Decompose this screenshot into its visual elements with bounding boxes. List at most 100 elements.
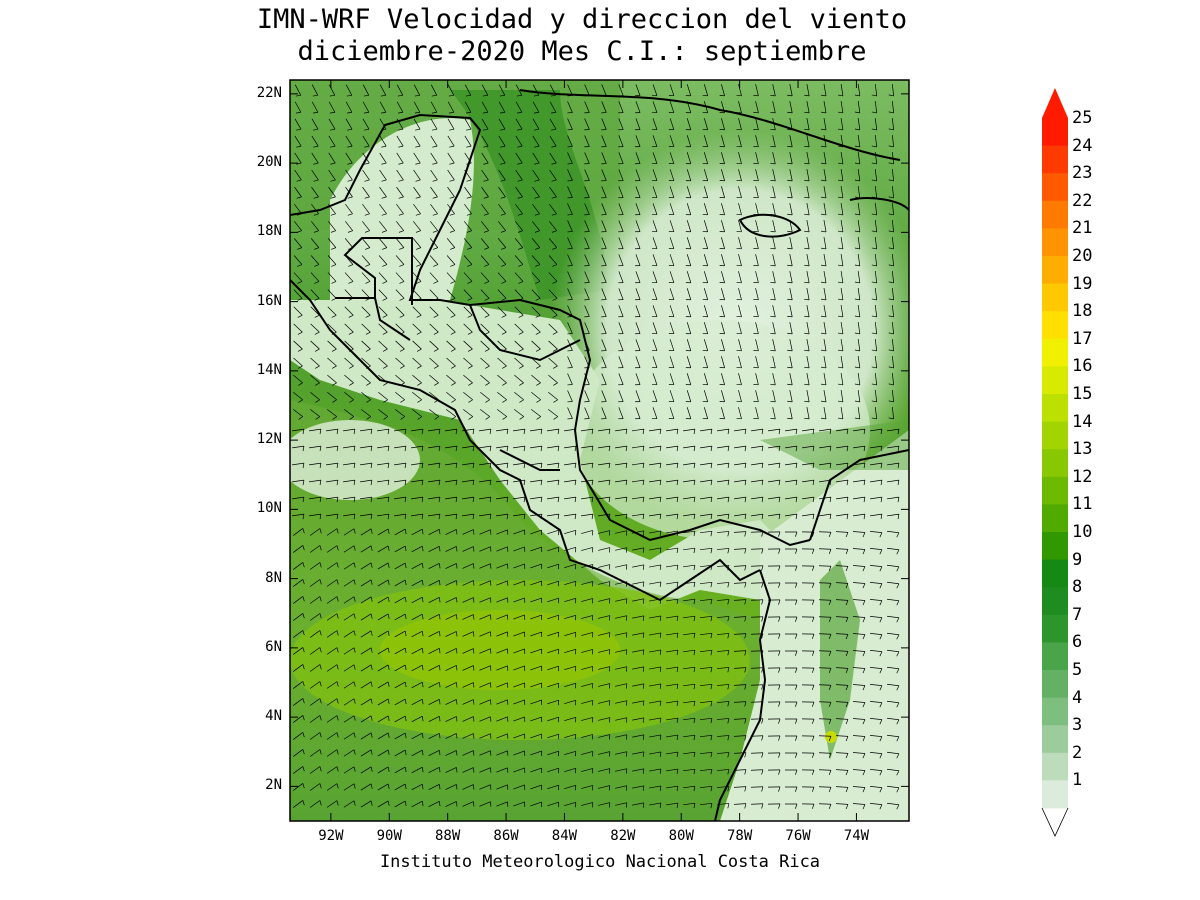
- wind-barb-flag: [744, 429, 747, 435]
- wind-barb-flag: [438, 497, 441, 503]
- wind-barb: [755, 339, 759, 351]
- wind-barb-flag: [315, 416, 320, 420]
- wind-barb: [514, 255, 524, 265]
- wind-barb: [874, 220, 878, 232]
- wind-barb: [326, 528, 338, 536]
- wind-barb-flag: [502, 416, 507, 420]
- wind-barb-flag: [382, 298, 388, 301]
- wind-barb-flag: [837, 298, 843, 301]
- wind-barb: [428, 496, 440, 500]
- wind-barb: [840, 322, 844, 334]
- wind-barb: [598, 513, 610, 517]
- wind-barb: [835, 582, 849, 584]
- wind-barb-flag: [483, 128, 489, 131]
- wind-barb: [666, 751, 678, 755]
- wind-barb: [738, 254, 742, 266]
- wind-barb-flag: [404, 614, 407, 620]
- wind-barb: [412, 391, 422, 401]
- wind-barb: [360, 513, 372, 517]
- wind-barb: [869, 633, 883, 635]
- wind-barb-flag: [804, 94, 810, 97]
- wind-barb-flag: [551, 128, 557, 131]
- wind-barb: [683, 632, 695, 636]
- wind-barb-flag: [517, 213, 523, 216]
- wind-barb: [567, 101, 573, 113]
- wind-barb-flag: [348, 298, 354, 301]
- wind-barb: [445, 428, 457, 432]
- wind-barb: [703, 271, 709, 283]
- wind-barb: [669, 101, 675, 113]
- wind-barb: [462, 563, 474, 569]
- wind-barb: [649, 462, 661, 466]
- wind-barb: [567, 84, 573, 96]
- wind-barb-flag: [298, 365, 303, 369]
- wind-barb-flag: [336, 766, 339, 772]
- wind-barb: [819, 462, 831, 466]
- wind-barb: [360, 664, 372, 672]
- wind-barb: [428, 699, 440, 705]
- wind-barb: [411, 647, 423, 655]
- wind-barb: [531, 289, 541, 299]
- wind-barb: [413, 84, 421, 96]
- wind-barb: [446, 409, 456, 417]
- wind-barb-flag: [330, 162, 336, 165]
- wind-barb-flag: [871, 162, 877, 165]
- wind-barb-flag: [710, 769, 713, 775]
- wind-barb-flag: [370, 681, 373, 687]
- wind-barb-flag: [364, 213, 370, 216]
- wind-barb-flag: [625, 649, 628, 655]
- wind-barb: [292, 783, 304, 791]
- wind-barb: [429, 409, 439, 417]
- wind-barb: [789, 322, 793, 334]
- wind-barb-flag: [483, 213, 489, 216]
- wind-barb-flag: [456, 631, 458, 637]
- wind-barb: [429, 289, 439, 299]
- wind-barb: [819, 428, 831, 432]
- wind-barb-flag: [398, 213, 404, 216]
- wind-barb: [733, 718, 747, 720]
- wind-barb: [733, 531, 747, 533]
- wind-barb-flag: [398, 196, 404, 199]
- wind-barb-flag: [434, 365, 439, 369]
- wind-barb-flag: [421, 529, 424, 535]
- wind-barb: [361, 289, 371, 299]
- wind-barb: [564, 767, 576, 773]
- wind-barb: [547, 513, 559, 517]
- wind-barb: [686, 339, 692, 351]
- wind-barb-flag: [535, 331, 541, 335]
- wind-barb-flag: [298, 382, 303, 386]
- wind-barb: [462, 750, 474, 756]
- wind-barb-flag: [404, 497, 407, 503]
- wind-barb: [496, 614, 508, 620]
- wind-barb-flag: [854, 128, 860, 131]
- wind-barb: [548, 323, 558, 333]
- wind-barb-flag: [455, 514, 458, 520]
- wind-barb-flag: [534, 230, 540, 233]
- wind-barb: [869, 565, 883, 567]
- wind-barb: [733, 565, 747, 567]
- wind-barb: [669, 288, 675, 300]
- wind-barb: [598, 666, 610, 670]
- wind-barb: [683, 768, 695, 772]
- lon-label: 82W: [610, 828, 636, 844]
- wind-barb: [413, 118, 421, 130]
- wind-barb: [345, 221, 353, 231]
- wind-barb-flag: [744, 769, 747, 775]
- wind-barb-flag: [467, 314, 473, 318]
- wind-barb-flag: [727, 446, 730, 452]
- wind-barb-flag: [811, 735, 815, 741]
- wind-barb: [721, 152, 725, 164]
- wind-barb-flag: [837, 196, 843, 199]
- wind-barb: [531, 357, 541, 367]
- wind-barb: [292, 496, 304, 500]
- wind-barb-flag: [535, 247, 540, 250]
- wind-barb: [755, 271, 759, 283]
- wind-barb: [379, 101, 387, 113]
- wind-barb-flag: [302, 497, 305, 503]
- wind-barb-flag: [336, 463, 339, 469]
- wind-barb-flag: [744, 548, 747, 554]
- wind-barb-flag: [761, 480, 764, 486]
- wind-barb-flag: [659, 751, 662, 757]
- wind-barb-flag: [625, 615, 628, 621]
- wind-barb: [377, 732, 389, 740]
